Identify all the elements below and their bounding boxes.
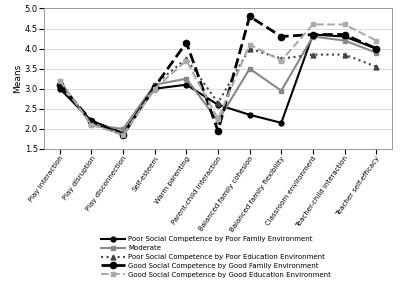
Y-axis label: Means: Means [13,64,22,93]
Legend: Poor Social Competence by Poor Family Environment, Moderate, Poor Social Compete: Poor Social Competence by Poor Family En… [101,236,331,278]
